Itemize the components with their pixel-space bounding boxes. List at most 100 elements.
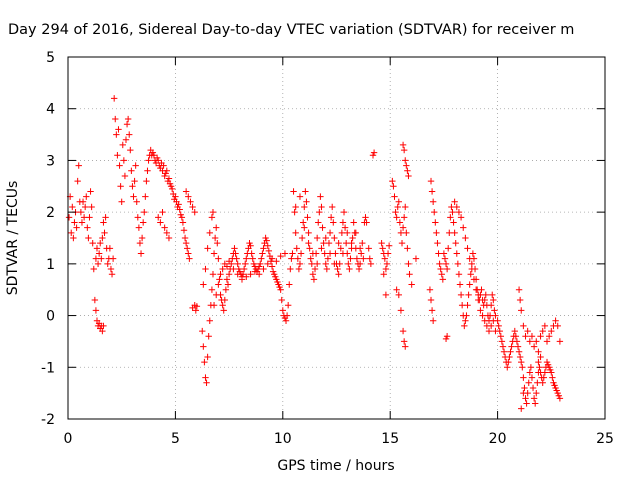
data-point-plus [344, 229, 351, 237]
data-point-plus [120, 157, 128, 164]
data-point-plus [350, 219, 357, 226]
data-point-plus [479, 312, 486, 319]
data-point-plus [144, 167, 151, 174]
data-point-plus [495, 322, 502, 330]
data-point-plus [533, 338, 540, 345]
data-point-plus [405, 172, 412, 180]
data-point-plus [160, 162, 167, 169]
data-point-plus [327, 214, 335, 221]
data-point-plus [287, 265, 294, 273]
data-point-plus [530, 343, 538, 350]
data-point-plus [278, 296, 285, 304]
data-point-plus [206, 229, 213, 237]
data-point-plus [486, 312, 494, 319]
data-point-plus [258, 255, 265, 262]
data-point-plus [370, 149, 378, 156]
data-point-plus [232, 250, 239, 257]
data-point-plus [469, 250, 477, 257]
data-point-plus [222, 286, 230, 293]
data-point-plus [442, 260, 450, 268]
data-point-plus [345, 260, 352, 268]
data-point-plus [281, 250, 289, 257]
data-point-plus [360, 255, 367, 262]
data-point-plus [331, 260, 338, 268]
data-point-plus [221, 296, 229, 304]
data-point-plus [356, 245, 364, 252]
data-point-plus [507, 348, 514, 355]
data-point-plus [556, 338, 564, 345]
data-point-plus [138, 234, 146, 242]
data-point-plus [318, 245, 325, 252]
data-point-plus [356, 260, 364, 268]
data-point-plus [116, 162, 123, 169]
data-point-plus [332, 250, 339, 257]
data-point-plus [526, 338, 534, 345]
data-point-plus [283, 312, 291, 319]
data-point-plus [292, 203, 299, 211]
data-point-plus [389, 177, 396, 185]
data-point-plus [249, 255, 256, 262]
data-point-plus [217, 271, 224, 278]
data-point-plus [247, 271, 254, 278]
data-point-plus [215, 255, 222, 262]
data-point-plus [310, 276, 318, 283]
data-point-plus [384, 250, 392, 257]
data-point-plus [307, 255, 314, 262]
data-point-plus [277, 252, 284, 260]
data-point-plus [230, 265, 237, 273]
data-point-plus [243, 273, 250, 280]
data-point-plus [380, 271, 387, 278]
data-point-plus [223, 263, 231, 270]
data-point-plus [552, 317, 559, 324]
data-point-plus [193, 303, 201, 310]
data-point-plus [68, 229, 75, 237]
data-point-plus [284, 302, 292, 309]
data-point-plus [492, 312, 499, 319]
data-point-plus [453, 203, 460, 211]
data-point-plus [462, 317, 469, 324]
data-point-plus [159, 208, 166, 216]
x-tick-label: 0 [64, 431, 73, 447]
data-point-plus [393, 286, 400, 293]
data-point-plus [338, 229, 346, 237]
data-point-plus [556, 395, 564, 402]
data-point-plus [121, 172, 129, 180]
data-point-plus [143, 177, 150, 185]
data-point-plus [263, 237, 270, 244]
data-point-plus [478, 286, 485, 293]
data-point-plus [498, 338, 506, 345]
y-tick-label: 3 [46, 153, 55, 169]
data-point-plus [185, 193, 192, 200]
data-point-plus [540, 374, 547, 381]
data-point-plus [319, 224, 326, 231]
data-point-plus [320, 239, 327, 247]
data-point-plus [182, 188, 190, 195]
data-point-plus [362, 214, 369, 221]
data-point-plus [400, 146, 408, 154]
data-point-plus [433, 229, 440, 237]
data-point-plus [90, 265, 97, 273]
data-point-plus [155, 157, 162, 164]
data-point-plus [455, 271, 463, 278]
data-point-plus [136, 239, 144, 247]
y-tick-label: 4 [46, 102, 55, 118]
data-point-plus [215, 281, 222, 288]
data-point-plus [457, 291, 465, 299]
data-point-plus [98, 255, 105, 262]
data-point-plus [290, 188, 297, 195]
data-point-plus [104, 260, 111, 268]
data-point-plus [309, 250, 317, 257]
data-point-plus [200, 343, 207, 350]
data-point-plus [81, 203, 89, 211]
data-point-plus [268, 263, 276, 270]
data-point-plus [209, 208, 217, 216]
data-point-plus [393, 214, 400, 221]
data-point-plus [470, 276, 478, 283]
data-point-plus [123, 121, 131, 128]
data-point-plus [129, 183, 136, 190]
data-point-plus [524, 327, 531, 335]
data-point-plus [450, 219, 457, 226]
data-point-plus [180, 227, 188, 234]
x-axis-label: GPS time / hours [277, 458, 394, 474]
data-point-plus [127, 146, 134, 154]
